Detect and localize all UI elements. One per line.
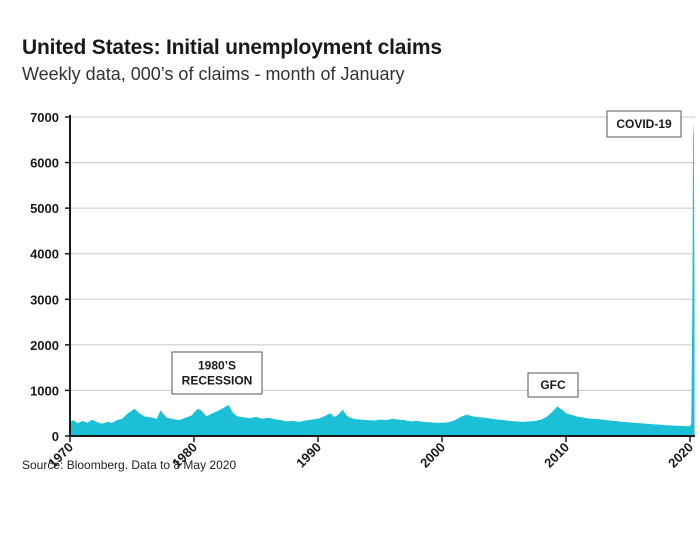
x-tick-label-2010: 2010 <box>541 440 572 471</box>
annotation-label-0-1: RECESSION <box>182 374 253 388</box>
y-axis-ticks: 0 1000 2000 3000 4000 5000 6000 7000 <box>30 110 70 444</box>
x-tick-label-2000: 2000 <box>417 440 448 471</box>
annotation-label-1-0: GFC <box>540 378 566 392</box>
y-tick-label-5000: 5000 <box>30 201 59 216</box>
y-tick-label-4000: 4000 <box>30 247 59 262</box>
y-tick-label-0: 0 <box>52 429 59 444</box>
chart-subtitle: Weekly data, 000’s of claims - month of … <box>22 64 405 84</box>
area-series-0 <box>70 123 695 436</box>
claims-area-series <box>70 123 695 436</box>
axes <box>69 115 695 437</box>
y-tick-label-3000: 3000 <box>30 292 59 307</box>
y-tick-label-6000: 6000 <box>30 156 59 171</box>
y-tick-label-2000: 2000 <box>30 338 59 353</box>
gridlines <box>70 116 695 391</box>
annotation-label-0-0: 1980’S <box>198 359 236 373</box>
y-tick-label-1000: 1000 <box>30 383 59 398</box>
chart-title: United States: Initial unemployment clai… <box>22 36 442 59</box>
y-tick-label-7000: 7000 <box>30 110 59 125</box>
annotation-box-2 <box>606 110 682 138</box>
annotation-box-1 <box>527 372 579 398</box>
x-tick-label-1990: 1990 <box>293 440 324 471</box>
annotation-box-0 <box>171 351 263 395</box>
x-tick-label-2020: 2020 <box>665 440 696 471</box>
source-note: Source: Bloomberg. Data to 8 May 2020 <box>22 458 237 472</box>
annotation-label-2-0: COVID-19 <box>616 117 672 131</box>
